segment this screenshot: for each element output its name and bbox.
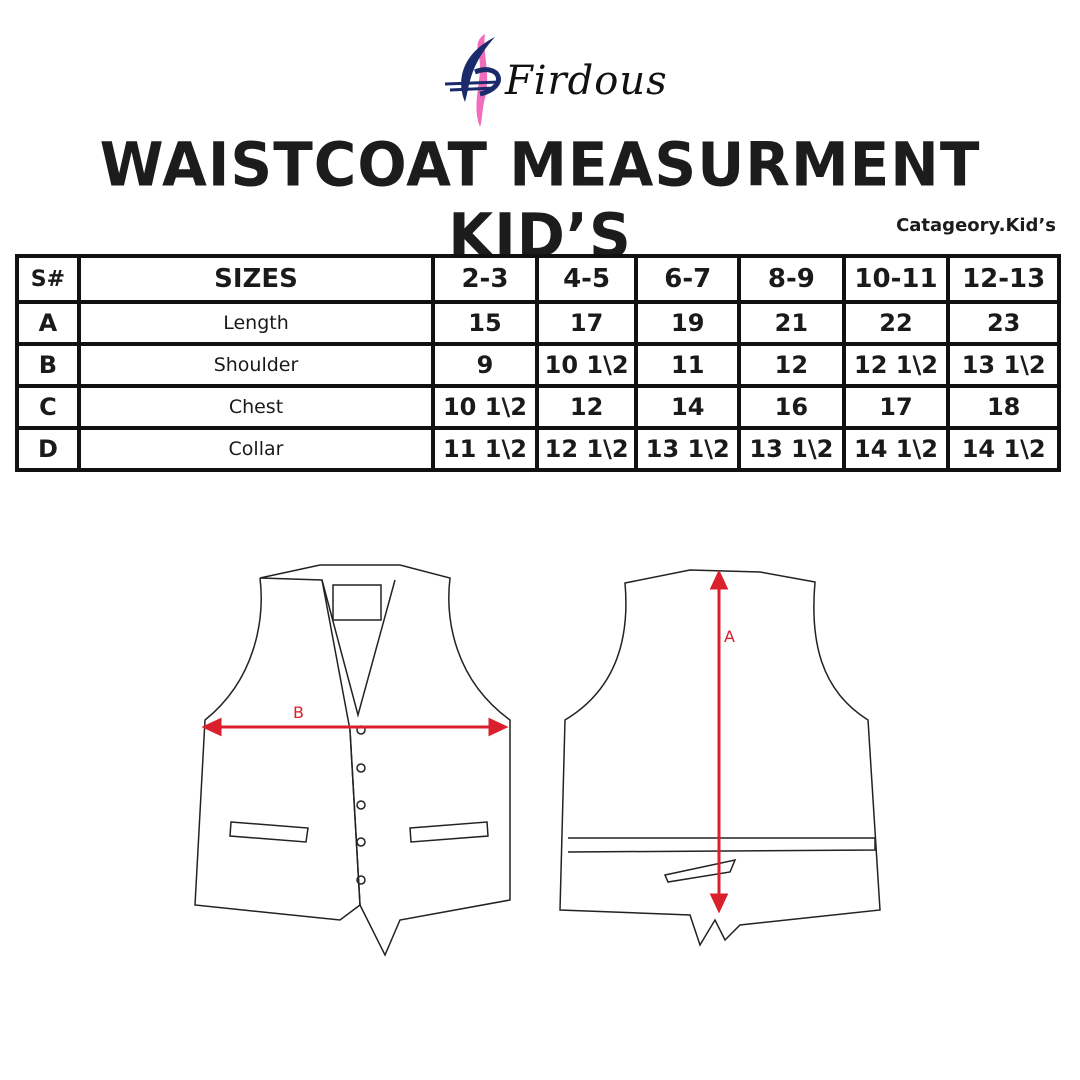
- value-cell: 11: [634, 342, 742, 388]
- table-row: B Shoulder 9 10 1\2 11 12 12 1\2 13 1\2: [15, 342, 1061, 388]
- logo-text: Firdous: [505, 58, 668, 104]
- value-cell: 11 1\2: [431, 426, 539, 472]
- waistcoat-diagram: B A: [194, 564, 881, 957]
- value-cell: 12 1\2: [534, 426, 639, 472]
- table-row: C Chest 10 1\2 12 14 16 17 18: [15, 384, 1061, 430]
- back-vest-drawing: [559, 569, 881, 947]
- value-cell: 23: [946, 300, 1061, 346]
- shoulder-label: B: [293, 703, 304, 722]
- table-row: A Length 15 17 19 21 22 23: [15, 300, 1061, 346]
- header-cell: SIZES: [76, 254, 436, 304]
- value-cell: 14 1\2: [946, 426, 1061, 472]
- header-cell: 10-11: [841, 254, 951, 304]
- value-cell: 15: [431, 300, 539, 346]
- row-name: Length: [76, 300, 436, 346]
- length-measure-arrow: [709, 569, 729, 914]
- header-cell: 6-7: [634, 254, 742, 304]
- value-cell: 21: [737, 300, 846, 346]
- value-cell: 22: [841, 300, 951, 346]
- value-cell: 14: [634, 384, 742, 430]
- value-cell: 13 1\2: [946, 342, 1061, 388]
- value-cell: 14 1\2: [841, 426, 951, 472]
- value-cell: 19: [634, 300, 742, 346]
- header-cell: 2-3: [431, 254, 539, 304]
- value-cell: 13 1\2: [737, 426, 846, 472]
- header-cell: S#: [15, 254, 81, 304]
- row-id: B: [15, 342, 81, 388]
- table-header-row: S# SIZES 2-3 4-5 6-7 8-9 10-11 12-13: [15, 254, 1061, 304]
- row-name: Collar: [76, 426, 436, 472]
- firdous-logo-mark: [444, 34, 501, 127]
- value-cell: 12: [737, 342, 846, 388]
- row-id: D: [15, 426, 81, 472]
- row-name: Shoulder: [76, 342, 436, 388]
- value-cell: 17: [841, 384, 951, 430]
- row-id: C: [15, 384, 81, 430]
- value-cell: 13 1\2: [634, 426, 742, 472]
- header-cell: 8-9: [737, 254, 846, 304]
- length-label: A: [724, 627, 735, 646]
- value-cell: 9: [431, 342, 539, 388]
- page-title: WAISTCOAT MEASURMENT KID’S: [99, 128, 981, 272]
- header-cell: 12-13: [946, 254, 1061, 304]
- value-cell: 10 1\2: [431, 384, 539, 430]
- front-vest-drawing: [194, 564, 511, 957]
- value-cell: 12: [534, 384, 639, 430]
- value-cell: 12 1\2: [841, 342, 951, 388]
- size-table: S# SIZES 2-3 4-5 6-7 8-9 10-11 12-13 A L…: [15, 254, 1061, 472]
- row-id: A: [15, 300, 81, 346]
- header-cell: 4-5: [534, 254, 639, 304]
- value-cell: 17: [534, 300, 639, 346]
- shoulder-measure-arrow: [201, 717, 509, 737]
- value-cell: 18: [946, 384, 1061, 430]
- value-cell: 16: [737, 384, 846, 430]
- row-name: Chest: [76, 384, 436, 430]
- table-row: D Collar 11 1\2 12 1\2 13 1\2 13 1\2 14 …: [15, 426, 1061, 472]
- value-cell: 10 1\2: [534, 342, 639, 388]
- category-label: Catageory.Kid’s: [896, 215, 1056, 236]
